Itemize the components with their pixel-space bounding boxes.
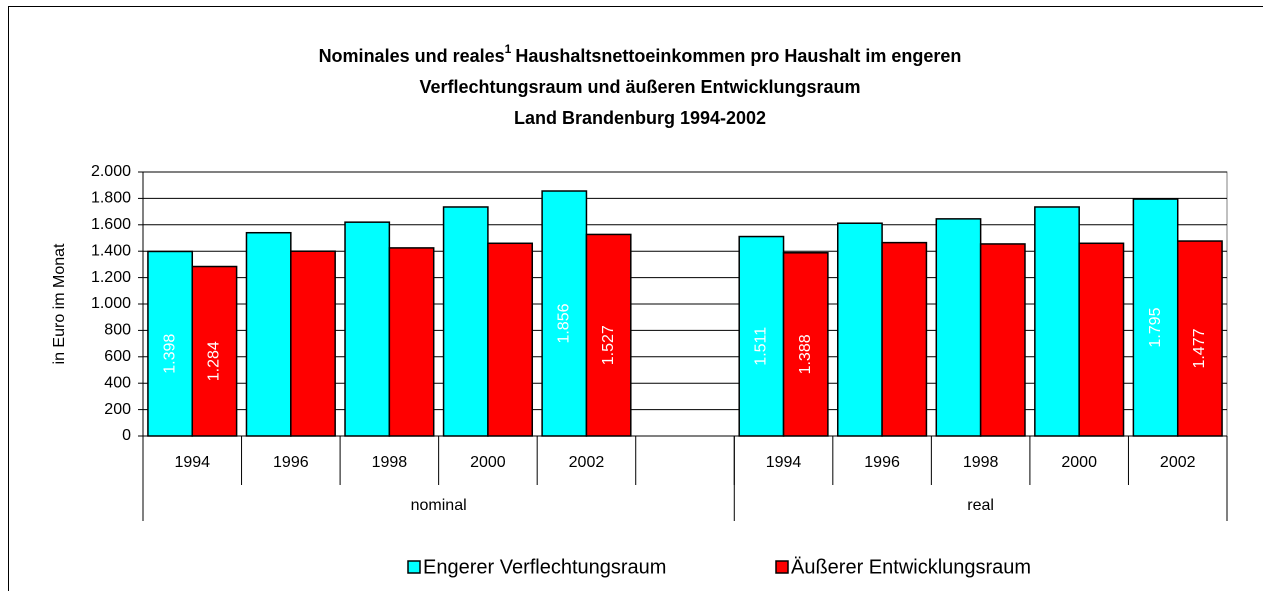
bar	[881, 241, 928, 437]
bar	[388, 247, 435, 437]
y-tick-label: 1.400	[91, 242, 131, 259]
y-tick-label: 200	[104, 401, 131, 418]
legend-swatch	[407, 560, 421, 574]
x-tick-label: 1998	[372, 454, 408, 471]
y-tick-label: 800	[104, 322, 131, 339]
data-label: 1.388	[797, 334, 814, 374]
bar	[541, 190, 588, 437]
bar	[1078, 242, 1125, 437]
legend-label: Engerer Verflechtungsraum	[423, 556, 666, 578]
x-tick-label: 2000	[470, 454, 506, 471]
bar	[836, 222, 883, 437]
bar	[782, 252, 829, 437]
bar	[191, 265, 238, 437]
x-tick-label: 1996	[273, 454, 309, 471]
bar	[738, 235, 785, 437]
data-label: 1.398	[161, 334, 178, 374]
legend-swatch	[775, 560, 789, 574]
x-tick-label: 1996	[864, 454, 900, 471]
y-tick-label: 1.800	[91, 190, 131, 207]
x-tick-label: 2002	[569, 454, 605, 471]
bar	[245, 231, 292, 437]
bar	[979, 243, 1026, 437]
bar	[585, 233, 632, 437]
x-tick-label: 2000	[1061, 454, 1097, 471]
chart-border	[8, 6, 1263, 591]
x-tick-label: 1994	[766, 454, 802, 471]
footnote-mark: 1	[505, 42, 512, 56]
bar	[487, 242, 534, 437]
data-label: 1.477	[1191, 328, 1208, 368]
legend-label: Äußerer Entwicklungsraum	[791, 556, 1031, 578]
y-tick-label: 1.200	[91, 269, 131, 286]
title-part: Nominales und reales	[319, 46, 505, 66]
bar	[1176, 240, 1223, 437]
bar	[442, 206, 489, 437]
x-tick-label: 1994	[174, 454, 210, 471]
x-tick-label: 2002	[1160, 454, 1196, 471]
data-label: 1.856	[556, 303, 573, 343]
y-tick-label: 0	[122, 427, 131, 444]
title-part: Haushaltsnettoeinkommen pro Haushalt im …	[515, 46, 961, 66]
data-label: 1.795	[1147, 307, 1164, 347]
data-label: 1.284	[206, 341, 223, 381]
chart-title-line: Verflechtungsraum und äußeren Entwicklun…	[419, 77, 860, 97]
bar	[344, 221, 391, 437]
y-tick-label: 400	[104, 374, 131, 391]
y-axis-label: in Euro im Monat	[51, 243, 68, 364]
y-tick-label: 2.000	[91, 163, 131, 180]
bar	[935, 218, 982, 437]
y-tick-label: 600	[104, 348, 131, 365]
y-tick-label: 1.000	[91, 295, 131, 312]
bar	[1034, 206, 1080, 437]
chart-title: Nominales und reales1 Haushaltsnettoeinko…	[319, 42, 962, 66]
x-tick-label: 1998	[963, 454, 999, 471]
bar	[290, 250, 336, 437]
data-label: 1.511	[753, 327, 770, 366]
y-tick-label: 1.600	[91, 216, 131, 233]
chart-title-line: Land Brandenburg 1994-2002	[514, 108, 766, 128]
data-label: 1.527	[600, 325, 617, 365]
group-label: nominal	[411, 497, 467, 514]
group-label: real	[967, 497, 994, 514]
bar	[1132, 198, 1179, 437]
